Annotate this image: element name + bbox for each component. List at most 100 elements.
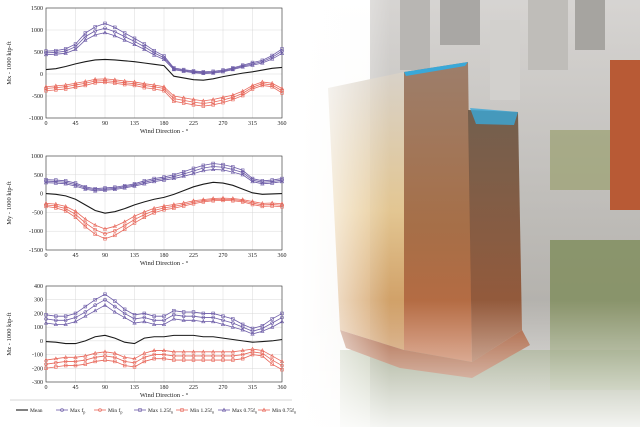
x-tick-label: 45: [73, 385, 79, 391]
data-point: [211, 196, 216, 200]
y-tick-label: 0: [40, 72, 43, 78]
data-point: [191, 314, 196, 318]
data-point: [44, 204, 48, 209]
data-point: [103, 186, 107, 190]
legend-marker: [60, 408, 64, 412]
series-line: [45, 351, 283, 366]
data-point: [103, 292, 107, 296]
data-point: [211, 70, 216, 75]
data-point: [54, 360, 58, 365]
data-point: [112, 77, 117, 82]
data-point: [142, 319, 147, 324]
data-point: [113, 304, 117, 309]
series-line: [45, 80, 283, 104]
legend-marker: [261, 407, 267, 412]
data-point: [181, 317, 186, 322]
data-point: [122, 219, 127, 224]
data-point: [103, 80, 107, 85]
x-tick-label: 0: [45, 121, 48, 127]
data-point: [191, 358, 196, 362]
data-point: [260, 79, 265, 84]
y-tick-label: -500: [32, 210, 43, 216]
data-point: [63, 354, 68, 359]
data-point: [122, 311, 127, 316]
data-point: [53, 201, 58, 206]
data-point: [181, 200, 186, 205]
y-tick-label: 1000: [31, 28, 43, 34]
data-point: [240, 352, 245, 357]
data-point: [181, 172, 186, 176]
data-point: [279, 201, 285, 206]
data-point: [172, 358, 176, 362]
series-line: [45, 334, 283, 345]
data-point: [122, 363, 127, 368]
data-point: [102, 302, 108, 307]
data-point: [93, 32, 98, 37]
data-point: [83, 37, 88, 42]
y-tick-label: -1000: [29, 116, 43, 122]
data-point: [152, 348, 157, 352]
x-tick-label: 90: [102, 385, 108, 391]
data-point: [132, 313, 137, 317]
data-point: [83, 313, 88, 318]
data-point: [73, 319, 78, 324]
data-point: [230, 92, 235, 97]
data-point: [260, 354, 265, 358]
series-line: [45, 354, 283, 371]
data-point: [270, 353, 275, 358]
data-point: [93, 187, 97, 191]
data-point: [220, 322, 226, 326]
data-point: [83, 353, 88, 358]
x-tick-label: 135: [130, 253, 139, 259]
data-point: [54, 365, 58, 369]
data-point: [93, 232, 97, 236]
data-point: [93, 222, 98, 227]
legend: Mean Max fp Min fp Max 1.25fn Min 1.25fn Max …: [10, 399, 297, 415]
data-point: [63, 206, 68, 211]
x-tick-label: 315: [248, 121, 257, 127]
data-point: [231, 321, 235, 325]
data-point: [201, 163, 206, 168]
data-point: [93, 25, 97, 29]
data-point: [181, 173, 186, 178]
series-line: [45, 58, 283, 81]
data-point: [171, 67, 176, 72]
data-point: [113, 229, 117, 233]
data-point: [54, 318, 58, 323]
data-point: [231, 165, 235, 169]
data-point: [142, 47, 147, 51]
data-point: [220, 349, 226, 354]
data-point: [181, 69, 186, 73]
data-point: [53, 83, 58, 88]
data-point: [73, 354, 78, 359]
data-point: [113, 81, 117, 85]
data-point: [191, 310, 196, 314]
plot-frame: [45, 285, 283, 383]
data-point: [122, 223, 127, 228]
data-point: [201, 104, 206, 108]
data-point: [53, 180, 58, 185]
data-point: [103, 297, 107, 302]
data-point: [230, 196, 235, 200]
x-tick-label: 225: [189, 253, 198, 259]
series-mean: [45, 58, 283, 81]
data-point: [270, 324, 275, 329]
data-point: [270, 56, 275, 61]
x-tick-label: 180: [160, 253, 169, 259]
data-point: [43, 201, 49, 205]
data-point: [240, 327, 245, 332]
chart-panel-3: 0 45 90 135 180 225 270 315 360 -300 -200 -100 0 100 2…: [6, 284, 287, 399]
legend-label: Mean: [30, 408, 43, 414]
legend-marker: [98, 408, 102, 412]
data-point: [54, 314, 58, 318]
x-tick-label: 315: [248, 253, 257, 259]
data-point: [103, 21, 107, 26]
series-max-0-75fn: [43, 302, 285, 336]
data-point: [43, 357, 49, 362]
data-point: [230, 169, 235, 174]
data-point: [201, 71, 206, 76]
data-point: [279, 86, 285, 91]
x-tick-label: 360: [278, 121, 287, 127]
data-point: [44, 89, 48, 93]
